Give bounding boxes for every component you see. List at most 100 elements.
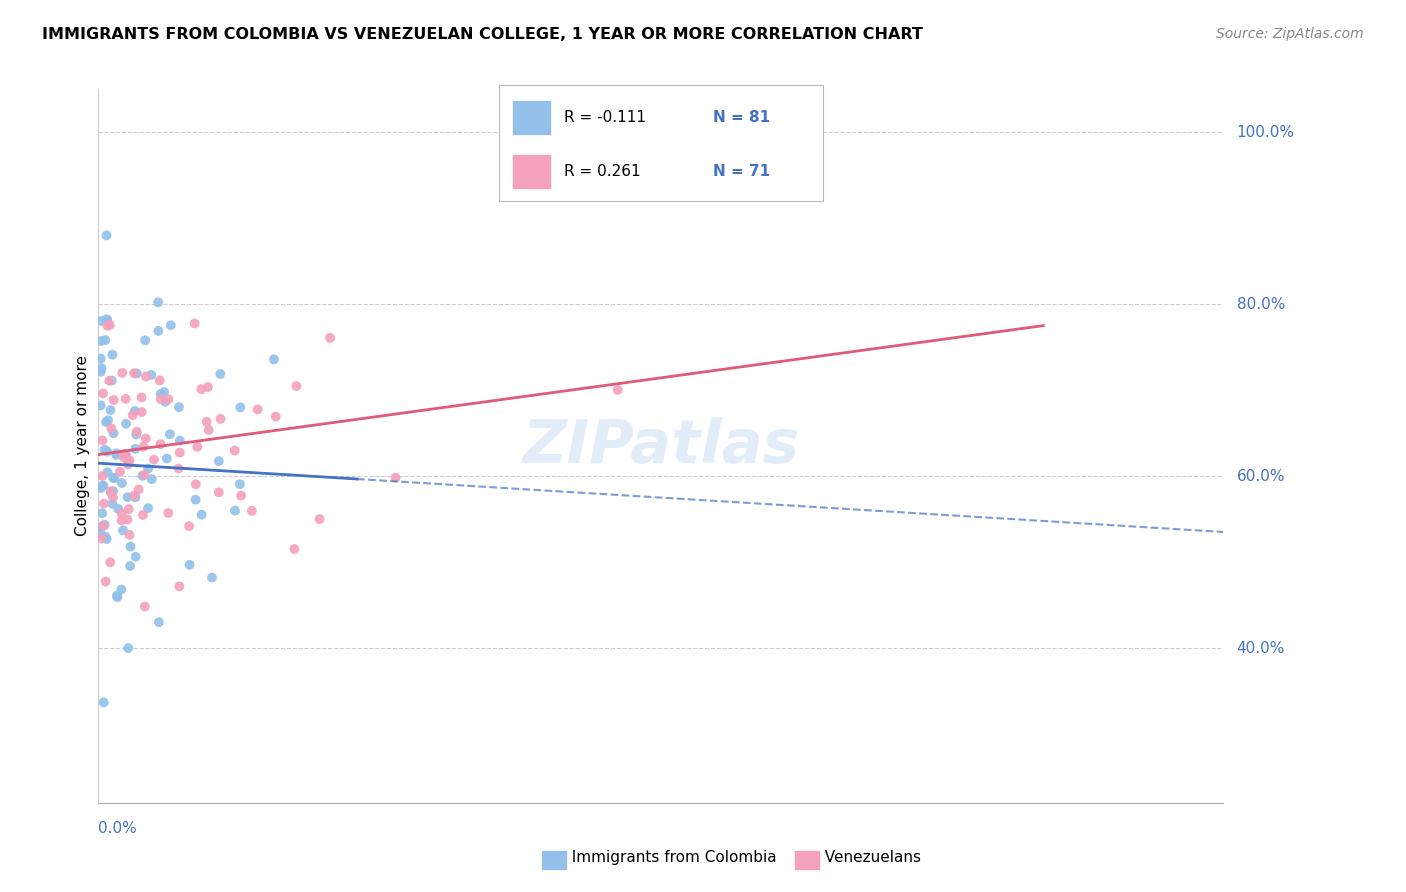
Point — [124, 404, 146, 418]
Point — [105, 446, 128, 460]
Point — [108, 465, 131, 479]
Point — [606, 383, 628, 397]
Text: 60.0%: 60.0% — [1237, 468, 1285, 483]
Point — [264, 409, 287, 424]
Point — [118, 453, 141, 467]
Point — [149, 392, 172, 406]
Point — [159, 427, 181, 442]
Point — [91, 469, 114, 483]
Point — [148, 324, 170, 338]
Point — [157, 506, 180, 520]
Point — [117, 641, 139, 656]
Point — [100, 374, 122, 388]
Point — [105, 589, 128, 603]
Point — [118, 528, 141, 542]
Point — [384, 471, 406, 485]
Point — [90, 519, 112, 533]
Point — [134, 599, 156, 614]
Point — [141, 368, 163, 382]
Point — [229, 477, 252, 491]
Point — [98, 374, 121, 388]
Point — [124, 442, 146, 456]
Point — [100, 486, 122, 500]
Point — [112, 524, 135, 538]
Point — [124, 488, 146, 502]
Point — [111, 476, 134, 491]
Point — [93, 517, 115, 532]
Text: R = 0.261: R = 0.261 — [564, 164, 640, 179]
Point — [169, 445, 191, 459]
Point — [90, 398, 112, 412]
Text: N = 81: N = 81 — [713, 110, 769, 125]
Point — [100, 421, 122, 435]
Point — [143, 452, 166, 467]
Point — [98, 555, 121, 569]
Point — [136, 461, 159, 475]
Point — [229, 489, 252, 503]
Point — [120, 540, 142, 554]
Point — [117, 512, 139, 526]
Point — [100, 484, 122, 499]
Point — [125, 367, 148, 381]
Point — [101, 348, 124, 362]
Point — [93, 497, 115, 511]
Point — [91, 506, 114, 520]
Point — [209, 412, 232, 426]
Point — [197, 380, 219, 394]
Point — [146, 295, 169, 310]
Point — [136, 501, 159, 516]
Point — [124, 549, 146, 564]
Point — [131, 468, 153, 483]
Point — [90, 527, 112, 541]
Point — [120, 559, 142, 574]
Point — [135, 432, 157, 446]
Text: N = 71: N = 71 — [713, 164, 769, 179]
Point — [153, 384, 176, 399]
Point — [90, 351, 112, 366]
Point — [96, 312, 118, 326]
Point — [122, 366, 145, 380]
Point — [101, 490, 124, 504]
Point — [156, 451, 179, 466]
Point — [159, 318, 181, 333]
Point — [90, 334, 112, 348]
Point — [96, 444, 118, 458]
Point — [90, 481, 112, 495]
Point — [179, 519, 201, 533]
Point — [110, 582, 132, 597]
Point — [157, 392, 180, 407]
Point — [128, 483, 150, 497]
Point — [94, 574, 117, 589]
Point — [91, 434, 114, 448]
Point — [90, 365, 112, 379]
Point — [93, 442, 115, 457]
Point — [96, 532, 118, 546]
Text: R = -0.111: R = -0.111 — [564, 110, 645, 125]
Point — [131, 390, 153, 404]
Point — [169, 434, 191, 448]
Text: 40.0%: 40.0% — [1237, 640, 1285, 656]
Text: 0.0%: 0.0% — [98, 821, 138, 836]
Point — [96, 228, 118, 243]
Point — [107, 590, 129, 604]
Point — [107, 502, 129, 516]
Point — [184, 492, 207, 507]
Point — [101, 471, 124, 485]
Point — [149, 373, 172, 387]
Point — [114, 392, 136, 406]
Point — [93, 695, 115, 709]
Point — [319, 331, 342, 345]
Text: 80.0%: 80.0% — [1237, 297, 1285, 311]
Point — [98, 318, 121, 332]
Point — [148, 615, 170, 630]
Point — [110, 513, 132, 527]
Point — [190, 508, 212, 522]
Point — [125, 425, 148, 439]
Point — [132, 508, 155, 522]
Point — [263, 352, 285, 367]
Point — [131, 405, 153, 419]
Text: Venezuelans: Venezuelans — [815, 850, 921, 865]
Point — [246, 402, 269, 417]
Point — [183, 317, 205, 331]
Point — [308, 512, 330, 526]
